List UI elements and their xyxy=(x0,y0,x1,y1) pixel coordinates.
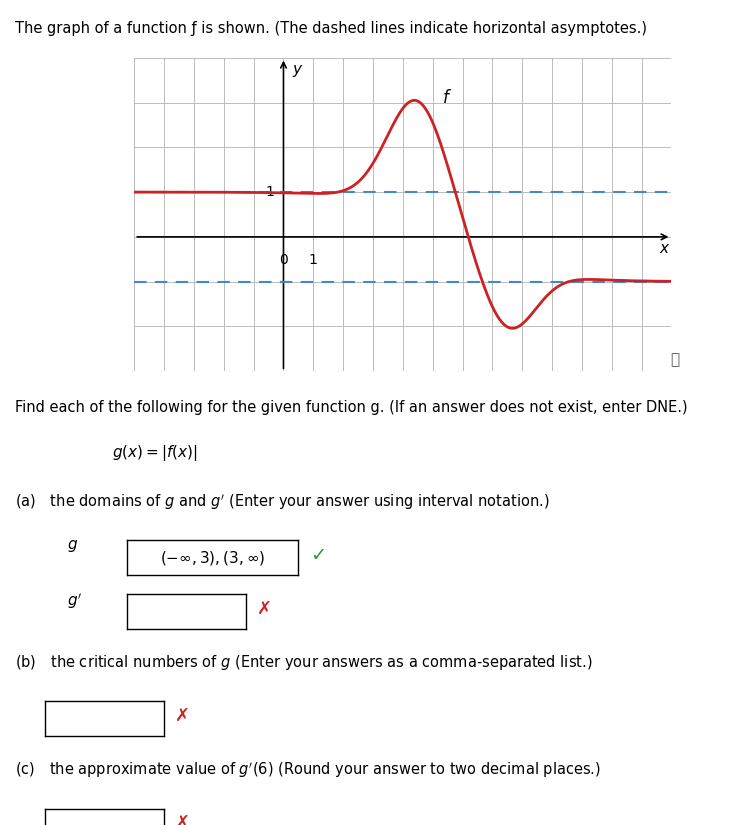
Text: ✗: ✗ xyxy=(175,707,190,725)
Text: ⓘ: ⓘ xyxy=(671,352,680,367)
Text: (b) the critical numbers of $g$ (Enter your answers as a comma-separated list.): (b) the critical numbers of $g$ (Enter y… xyxy=(15,653,592,672)
Text: x: x xyxy=(659,241,668,256)
Text: $g'$: $g'$ xyxy=(67,592,82,611)
Text: $g$: $g$ xyxy=(67,538,78,554)
Text: Find each of the following for the given function g. (If an answer does not exis: Find each of the following for the given… xyxy=(15,400,688,415)
Text: $(-\infty,3),(3,\infty)$: $(-\infty,3),(3,\infty)$ xyxy=(160,549,266,567)
Text: (a) the domains of $g$ and $g'$ (Enter your answer using interval notation.): (a) the domains of $g$ and $g'$ (Enter y… xyxy=(15,493,550,512)
Text: The graph of a function ƒ is shown. (The dashed lines indicate horizontal asympt: The graph of a function ƒ is shown. (The… xyxy=(15,21,647,35)
Text: 1: 1 xyxy=(309,252,318,266)
Text: ✗: ✗ xyxy=(175,814,190,825)
Text: ✓: ✓ xyxy=(310,546,326,565)
Text: 0: 0 xyxy=(279,252,288,266)
Text: y: y xyxy=(292,62,301,78)
Text: $g(x) = |f(x)|$: $g(x) = |f(x)|$ xyxy=(112,443,198,463)
Text: ✗: ✗ xyxy=(257,600,272,618)
Text: 1: 1 xyxy=(266,185,275,199)
Text: $f$: $f$ xyxy=(442,88,451,106)
Text: (c) the approximate value of $g'(6)$ (Round your answer to two decimal places.): (c) the approximate value of $g'(6)$ (Ro… xyxy=(15,761,601,780)
